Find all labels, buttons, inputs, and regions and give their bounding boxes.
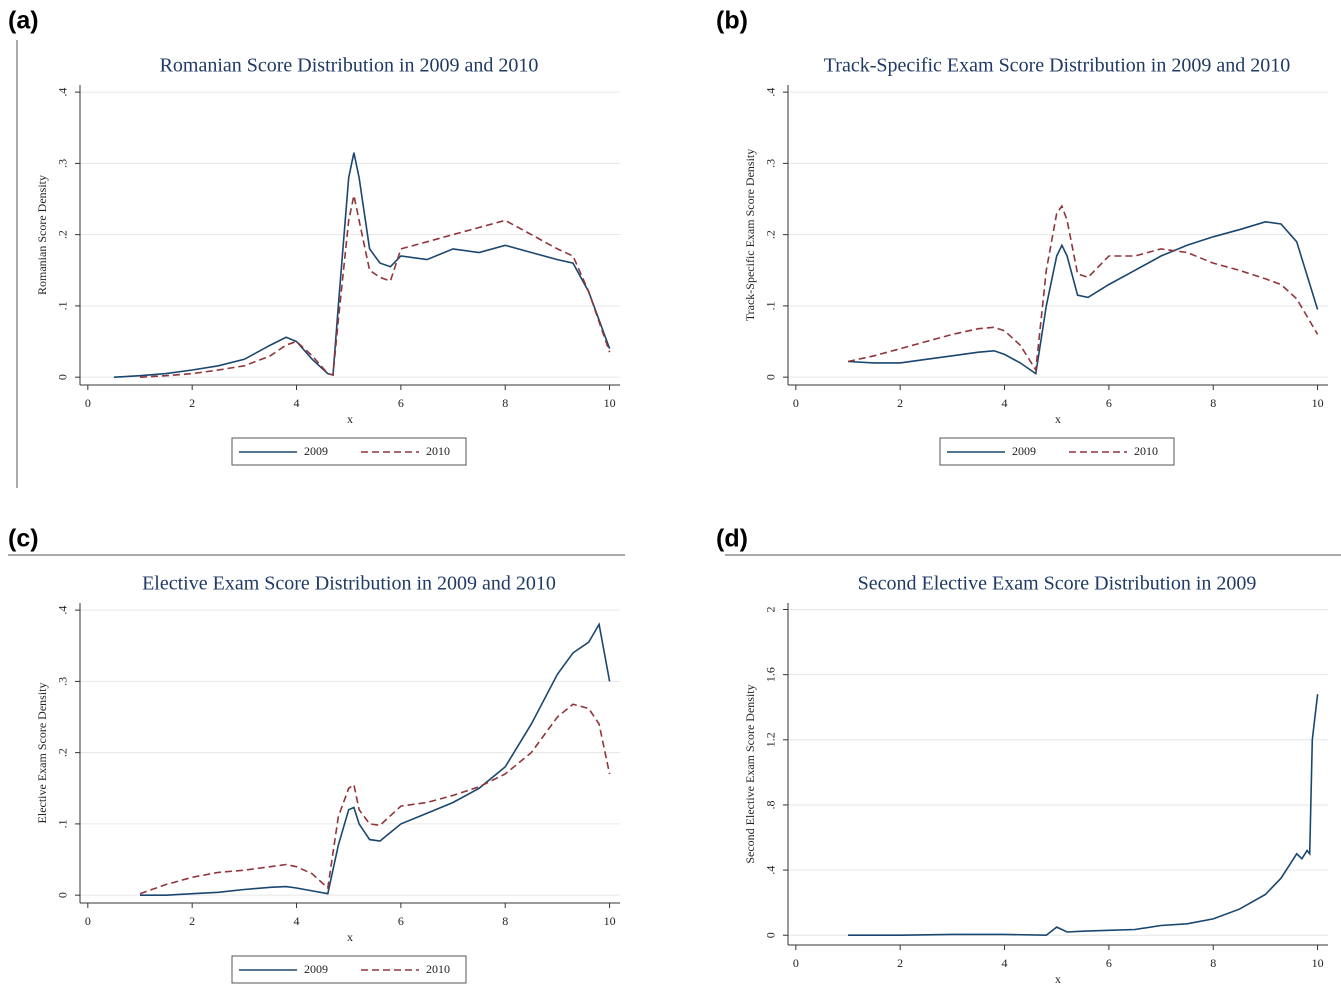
y-tick-label: 0 <box>764 932 778 938</box>
panel-label: (c) <box>8 525 39 553</box>
line-series <box>140 622 611 896</box>
x-tick-label: 2 <box>897 396 903 410</box>
chart-title: Second Elective Exam Score Distribution … <box>858 573 1257 595</box>
x-tick-label: 4 <box>1002 396 1008 410</box>
x-tick-label: 6 <box>1106 956 1112 970</box>
x-axis-label: x <box>1055 412 1061 426</box>
y-tick-label: 0 <box>56 892 70 898</box>
legend-label: 2010 <box>1134 444 1158 458</box>
y-tick-label: .4 <box>56 88 70 97</box>
x-tick-label: 8 <box>502 396 508 410</box>
x-tick-label: 6 <box>398 914 404 928</box>
y-tick-label: .3 <box>56 159 70 168</box>
x-tick-label: 10 <box>1312 396 1324 410</box>
x-tick-label: 4 <box>1002 956 1008 970</box>
y-axis-label: Second Elective Exam Score Density <box>743 684 757 863</box>
x-tick-label: 10 <box>1312 956 1324 970</box>
x-tick-label: 8 <box>1210 396 1216 410</box>
x-tick-label: 4 <box>294 914 300 928</box>
x-tick-label: 4 <box>294 396 300 410</box>
legend-label: 2009 <box>304 962 328 976</box>
legend-label: 2009 <box>304 444 328 458</box>
y-tick-label: .2 <box>56 748 70 757</box>
y-tick-label: .2 <box>56 230 70 239</box>
y-tick-label: .4 <box>56 606 70 615</box>
x-tick-label: 6 <box>398 396 404 410</box>
y-axis-label: Elective Exam Score Density <box>35 683 49 824</box>
y-tick-label: .4 <box>764 88 778 97</box>
line-series <box>113 152 611 378</box>
x-tick-label: 2 <box>897 956 903 970</box>
panel-label: (a) <box>8 7 39 35</box>
legend-label: 2009 <box>1012 444 1036 458</box>
chart-title: Track-Specific Exam Score Distribution i… <box>824 55 1290 77</box>
y-tick-label: .3 <box>764 159 778 168</box>
line-series <box>139 195 611 378</box>
x-tick-label: 6 <box>1106 396 1112 410</box>
panel-label: (d) <box>716 525 748 553</box>
y-tick-label: .2 <box>764 230 778 239</box>
x-tick-label: 0 <box>85 914 91 928</box>
x-tick-label: 0 <box>85 396 91 410</box>
legend-label: 2010 <box>426 444 450 458</box>
x-axis-label: x <box>347 412 353 426</box>
chart-title: Elective Exam Score Distribution in 2009… <box>142 573 556 595</box>
y-tick-label: .3 <box>56 677 70 686</box>
y-tick-label: .1 <box>764 301 778 310</box>
panel-label: (b) <box>716 7 748 35</box>
line-series <box>848 694 1319 937</box>
line-series <box>139 703 611 895</box>
x-tick-label: 0 <box>793 956 799 970</box>
x-tick-label: 2 <box>189 396 195 410</box>
legend-label: 2010 <box>426 962 450 976</box>
x-tick-label: 2 <box>189 914 195 928</box>
x-axis-label: x <box>1055 972 1061 986</box>
x-axis-label: x <box>347 930 353 944</box>
x-tick-label: 0 <box>793 396 799 410</box>
line-series <box>847 204 1319 373</box>
x-tick-label: 10 <box>604 914 616 928</box>
y-tick-label: 1.2 <box>764 732 778 747</box>
y-tick-label: 0 <box>56 374 70 380</box>
x-tick-label: 8 <box>502 914 508 928</box>
line-series <box>847 220 1319 375</box>
y-tick-label: 1.6 <box>764 667 778 682</box>
x-tick-label: 8 <box>1210 956 1216 970</box>
y-tick-label: .8 <box>764 800 778 809</box>
y-tick-label: 2 <box>764 607 778 613</box>
chart-title: Romanian Score Distribution in 2009 and … <box>160 55 539 77</box>
x-tick-label: 10 <box>604 396 616 410</box>
y-tick-label: 0 <box>764 374 778 380</box>
y-axis-label: Romanian Score Density <box>35 175 49 295</box>
y-axis-label: Track-Specific Exam Score Density <box>743 149 757 322</box>
y-tick-label: .1 <box>56 301 70 310</box>
y-tick-label: .1 <box>56 819 70 828</box>
y-tick-label: .4 <box>764 866 778 875</box>
